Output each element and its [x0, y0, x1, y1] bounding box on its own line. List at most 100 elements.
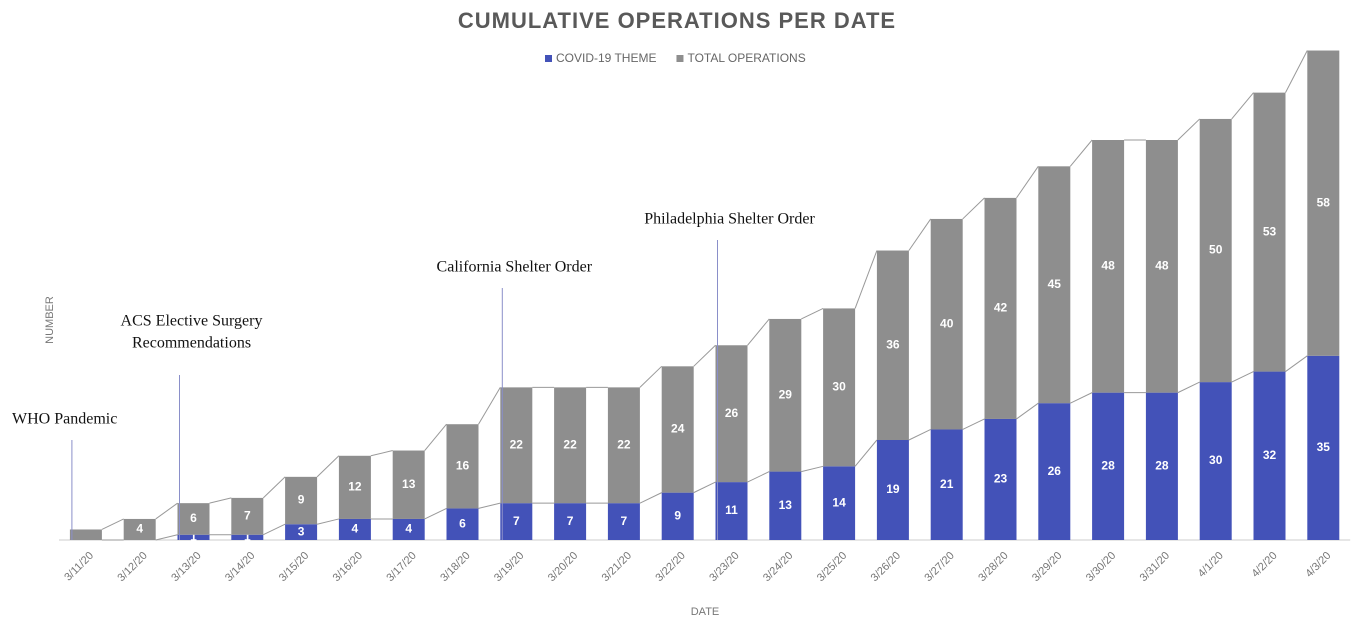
- bar-segment: [1038, 403, 1071, 540]
- x-tick-label: 4/1/20: [1196, 550, 1226, 580]
- x-tick-label: 3/28/20: [976, 550, 1010, 584]
- bar-segment: [285, 476, 318, 525]
- bar-segment: [123, 518, 156, 540]
- data-label: 24: [671, 422, 685, 436]
- data-label: 9: [674, 508, 681, 522]
- bar-segment: [69, 529, 102, 540]
- connector: [962, 418, 985, 430]
- legend-swatch: [545, 55, 552, 62]
- legend-label: TOTAL OPERATIONS: [687, 51, 805, 65]
- data-label: 4: [352, 522, 359, 536]
- bar-segment: [984, 197, 1017, 419]
- data-label: 1: [190, 530, 197, 544]
- data-label: 30: [832, 380, 846, 394]
- bar-segment: [338, 518, 371, 540]
- data-label: 26: [725, 406, 739, 420]
- connector: [263, 523, 286, 536]
- data-label: 22: [617, 437, 631, 451]
- bar-segment: [554, 503, 587, 540]
- bar-segment: [1253, 371, 1286, 540]
- data-label: 23: [994, 472, 1008, 486]
- bar-segment: [715, 482, 748, 540]
- bar-segment: [930, 429, 963, 540]
- data-label: 40: [940, 316, 954, 330]
- y-axis-label: NUMBER: [44, 296, 56, 344]
- data-label: 6: [190, 511, 197, 525]
- data-label: 22: [563, 437, 577, 451]
- connector: [693, 344, 716, 367]
- connector: [747, 318, 770, 346]
- data-label: 28: [1101, 458, 1115, 472]
- bar-segment: [177, 534, 210, 540]
- legend-label: COVID-19 THEME: [556, 51, 656, 65]
- bar-segment: [1145, 140, 1178, 393]
- bar-segment: [930, 218, 963, 430]
- data-label: 13: [779, 498, 793, 512]
- bar-segment: [1092, 392, 1125, 540]
- x-tick-label: 3/13/20: [169, 550, 203, 584]
- data-label: 19: [886, 482, 900, 496]
- x-tick-label: 3/18/20: [438, 550, 472, 584]
- connector: [424, 507, 447, 520]
- x-tick-label: 3/16/20: [331, 550, 365, 584]
- bar-segment: [823, 308, 856, 467]
- connector: [908, 218, 932, 251]
- data-label: 7: [567, 514, 574, 528]
- bar-segment: [177, 503, 210, 535]
- bar-segment: [1307, 50, 1340, 356]
- x-tick-label: 3/14/20: [223, 550, 257, 584]
- connector: [801, 465, 824, 473]
- bar-segment: [715, 345, 748, 483]
- data-label: 11: [725, 503, 738, 517]
- connector: [801, 307, 824, 320]
- bar-segment: [500, 387, 533, 504]
- connector: [639, 492, 662, 504]
- x-tick-label: 3/30/20: [1084, 550, 1118, 584]
- data-label: 45: [1048, 277, 1062, 291]
- data-label: 48: [1155, 258, 1169, 272]
- annotation-text: ACS Elective Surgery: [121, 313, 263, 330]
- annotation-text: Philadelphia Shelter Order: [644, 211, 815, 228]
- annotation-text: California Shelter Order: [437, 259, 593, 276]
- connector: [370, 450, 393, 457]
- legend-swatch: [676, 55, 684, 62]
- chart-title: CUMULATIVE OPERATIONS PER DATE: [458, 8, 896, 33]
- connector: [908, 429, 931, 441]
- bar-segment: [1038, 166, 1071, 404]
- connector: [1231, 92, 1254, 120]
- connector: [854, 250, 878, 309]
- connector: [316, 455, 340, 478]
- bar-segment: [661, 366, 694, 493]
- connector: [101, 518, 124, 530]
- x-tick-label: 4/2/20: [1250, 550, 1280, 580]
- bar-segment: [338, 455, 371, 519]
- bar-segment: [1253, 92, 1286, 372]
- x-tick-label: 3/22/20: [653, 550, 687, 584]
- connector: [747, 471, 770, 483]
- x-tick-label: 3/20/20: [546, 550, 580, 584]
- bar-segment: [876, 440, 909, 540]
- x-tick-label: 3/21/20: [600, 550, 634, 584]
- data-label: 48: [1101, 258, 1115, 272]
- data-label: 16: [456, 458, 470, 472]
- data-label: 21: [940, 477, 954, 491]
- bar-segment: [607, 387, 640, 504]
- x-axis-label: DATE: [691, 606, 720, 618]
- x-tick-label: 3/24/20: [761, 550, 795, 584]
- data-label: 7: [244, 508, 251, 522]
- x-tick-label: 3/23/20: [707, 550, 741, 584]
- data-label: 4: [405, 522, 412, 536]
- connector: [693, 481, 716, 494]
- data-label: 29: [779, 387, 793, 401]
- bar-segment: [231, 497, 264, 535]
- x-tick-label: 3/25/20: [815, 550, 849, 584]
- bar-segment: [231, 534, 264, 540]
- data-label: 36: [886, 337, 900, 351]
- x-tick-label: 3/11/20: [62, 550, 96, 584]
- data-label: 42: [994, 301, 1008, 315]
- data-label: 6: [459, 516, 466, 530]
- connector: [1231, 371, 1254, 383]
- data-label: 30: [1209, 453, 1223, 467]
- x-tick-label: 3/12/20: [115, 550, 149, 584]
